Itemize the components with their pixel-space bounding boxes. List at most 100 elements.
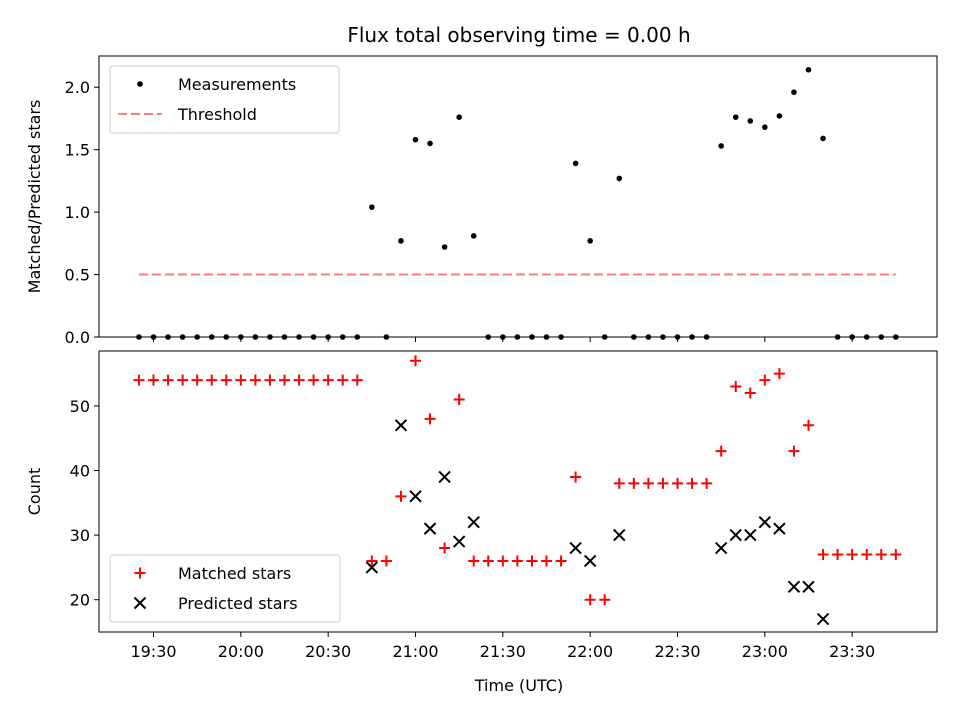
data-point xyxy=(729,528,742,542)
ratio-panel: 0.0 0.5 1.0 1.5 2.0 Matched/Predicted stars Me… xyxy=(25,55,938,347)
data-point xyxy=(380,555,392,567)
data-point xyxy=(803,419,814,431)
series-predicted-stars xyxy=(365,419,830,626)
data-point xyxy=(395,490,407,502)
data-point xyxy=(439,542,451,554)
data-point xyxy=(628,477,640,489)
data-point xyxy=(394,419,408,432)
data-point xyxy=(701,477,713,489)
data-point xyxy=(467,515,480,529)
data-point xyxy=(191,374,203,386)
data-point xyxy=(555,555,567,567)
data-point xyxy=(497,555,509,567)
data-point xyxy=(424,413,436,425)
data-point xyxy=(365,561,379,574)
data-point xyxy=(279,374,290,386)
count-panel: 19:30 20:00 20:30 21:00 21:30 22:00 22:30 23:00… xyxy=(25,350,938,661)
data-point xyxy=(744,528,757,542)
data-point xyxy=(249,374,261,386)
data-point xyxy=(613,528,626,542)
data-point xyxy=(569,541,582,555)
data-point xyxy=(890,548,902,560)
data-point xyxy=(409,490,422,503)
data-point xyxy=(456,114,462,120)
data-point xyxy=(366,555,378,567)
data-point xyxy=(587,238,593,244)
data-point xyxy=(773,368,785,380)
data-point xyxy=(718,143,724,149)
data-point xyxy=(452,535,466,548)
data-point xyxy=(672,477,683,489)
data-point xyxy=(805,66,812,73)
x-tick-label: 21:00 xyxy=(392,642,438,661)
y-tick-label: 50 xyxy=(70,397,90,416)
data-point xyxy=(423,522,437,535)
data-point xyxy=(747,118,754,124)
data-point xyxy=(438,470,451,484)
data-point xyxy=(715,445,727,457)
y-tick-label: 0.5 xyxy=(65,266,90,285)
data-point xyxy=(599,594,611,606)
data-point xyxy=(776,113,783,119)
data-point xyxy=(773,522,786,535)
legend-label: Predicted stars xyxy=(178,594,298,613)
data-point xyxy=(583,554,597,568)
legend-label: Matched stars xyxy=(178,564,291,583)
x-tick-label: 22:30 xyxy=(654,642,700,661)
data-point xyxy=(758,515,772,529)
data-point xyxy=(788,445,800,457)
data-point xyxy=(235,374,247,386)
data-point xyxy=(616,175,623,182)
data-point xyxy=(820,135,826,142)
data-point xyxy=(453,393,465,405)
legend: Matched stars Predicted stars xyxy=(109,554,341,623)
y-tick-label: 0.0 xyxy=(65,328,90,347)
data-point xyxy=(264,374,276,386)
y-axis-label: Matched/Predicted stars xyxy=(25,100,44,294)
legend-swatch xyxy=(133,596,147,610)
data-point xyxy=(791,89,797,96)
data-point xyxy=(337,374,349,386)
x-tick-label: 19:30 xyxy=(130,642,176,661)
y-tick-label: 2.0 xyxy=(65,78,90,97)
legend-swatch xyxy=(134,567,146,579)
data-point xyxy=(730,381,742,393)
legend-box xyxy=(109,65,340,134)
data-point xyxy=(642,477,654,489)
data-point xyxy=(427,140,433,147)
data-point xyxy=(861,548,873,560)
y-tick-label: 40 xyxy=(70,462,90,481)
y-tick-label: 1.0 xyxy=(65,203,90,222)
data-point xyxy=(162,374,174,386)
data-point xyxy=(787,580,801,593)
data-point xyxy=(482,555,494,567)
data-point xyxy=(570,471,582,483)
data-point xyxy=(541,555,552,567)
x-tick-label: 20:30 xyxy=(305,642,351,661)
y-axis-label: Count xyxy=(25,468,44,516)
data-point xyxy=(875,548,887,560)
data-point xyxy=(732,114,739,120)
data-point xyxy=(511,555,523,567)
data-point xyxy=(572,160,579,167)
data-point xyxy=(369,204,375,210)
plot-frame xyxy=(98,350,938,633)
data-point xyxy=(802,580,815,593)
data-point xyxy=(759,374,771,386)
y-tick-label: 20 xyxy=(70,591,90,610)
data-point xyxy=(584,594,596,606)
x-tick-label: 21:30 xyxy=(480,642,526,661)
legend-swatch xyxy=(137,81,143,87)
x-tick-label: 23:00 xyxy=(742,642,788,661)
data-point xyxy=(526,555,538,567)
series-matched-stars xyxy=(133,355,902,606)
data-point xyxy=(468,555,480,567)
x-tick-label: 23:30 xyxy=(829,642,875,661)
legend-box xyxy=(109,554,341,623)
legend-label: Threshold xyxy=(177,105,257,124)
data-point xyxy=(220,374,232,386)
data-point xyxy=(762,124,768,130)
data-point xyxy=(832,548,844,560)
data-point xyxy=(686,477,698,489)
